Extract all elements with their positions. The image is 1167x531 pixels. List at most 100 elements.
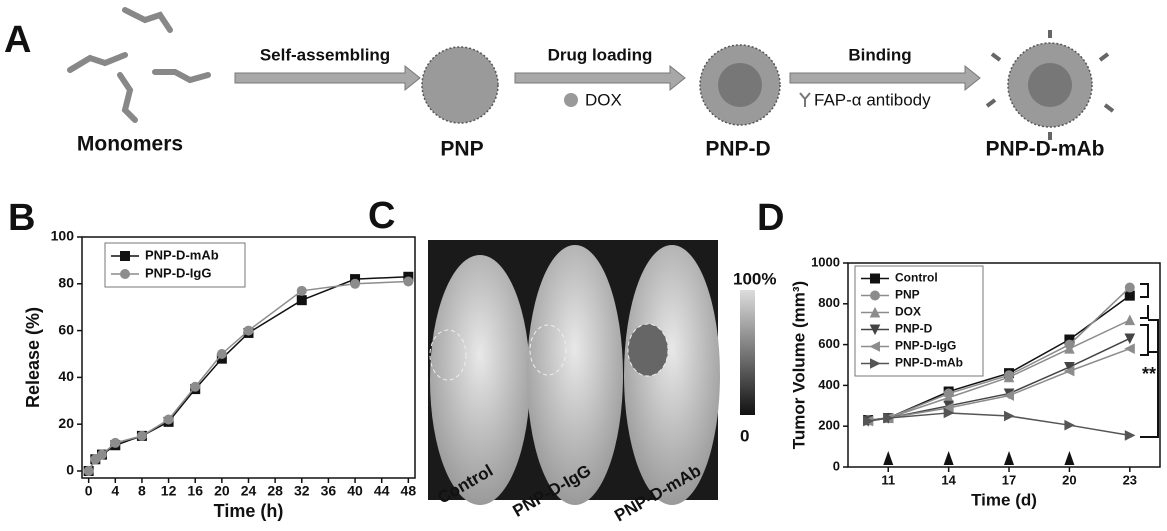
dox-icon xyxy=(564,93,578,107)
dose-marker xyxy=(1064,451,1075,465)
y-tick-label: 0 xyxy=(66,462,74,478)
pnp-icon xyxy=(421,46,499,124)
legend-box xyxy=(854,265,984,377)
marker xyxy=(120,269,130,279)
x-tick-label: 8 xyxy=(138,483,146,499)
marker xyxy=(869,306,881,318)
x-tick-label: 23 xyxy=(1123,472,1137,487)
legend-label: PNP-D xyxy=(895,322,933,336)
x-tick-label: 14 xyxy=(941,472,956,487)
mouse-image xyxy=(527,245,623,505)
panel-label: C xyxy=(368,195,395,237)
panel-label: B xyxy=(8,197,35,239)
marker xyxy=(1124,343,1135,354)
x-tick-label: 28 xyxy=(267,483,283,499)
dose-marker xyxy=(1004,451,1015,465)
marker xyxy=(1124,314,1136,326)
arrow xyxy=(234,64,421,92)
series-line xyxy=(868,412,1130,437)
marker xyxy=(869,324,881,336)
x-axis-title: Time (d) xyxy=(971,490,1037,509)
antibody-icon xyxy=(799,92,811,107)
y-tick-label: 0 xyxy=(833,458,840,473)
series-line xyxy=(88,280,409,472)
y-tick-label: 40 xyxy=(58,368,74,384)
marker xyxy=(90,454,101,465)
x-tick-label: 20 xyxy=(214,483,230,499)
pnp-d-core xyxy=(718,63,762,107)
pnp-d-mab-core xyxy=(1028,63,1072,107)
legend-label: PNP-D-mAb xyxy=(895,356,963,370)
x-tick-label: 4 xyxy=(111,483,119,499)
marker xyxy=(1003,390,1015,401)
y-tick-label: 400 xyxy=(818,377,840,392)
x-tick-label: 24 xyxy=(241,483,257,499)
marker xyxy=(870,273,880,284)
x-tick-label: 12 xyxy=(161,483,177,499)
step-label: Self-assembling xyxy=(260,45,390,64)
marker xyxy=(1124,290,1135,301)
x-tick-label: 48 xyxy=(401,483,417,499)
y-tick-label: 80 xyxy=(58,274,74,290)
y-axis-title: Tumor Volume (mm³) xyxy=(789,281,808,449)
x-axis-title: Time (h) xyxy=(214,501,284,521)
y-tick-label: 200 xyxy=(818,418,840,433)
marker xyxy=(190,381,201,392)
marker xyxy=(1064,419,1076,431)
panel-label: D xyxy=(757,197,784,239)
stage-label: PNP-D-mAb xyxy=(986,138,1105,161)
marker xyxy=(136,430,147,441)
legend-box xyxy=(104,242,246,288)
x-tick-label: 11 xyxy=(881,472,895,487)
tumor-outline xyxy=(429,329,467,381)
x-tick-label: 40 xyxy=(347,483,363,499)
y-tick-label: 600 xyxy=(818,336,840,351)
significance-bracket xyxy=(1140,283,1159,438)
marker xyxy=(1124,333,1136,345)
color-bar xyxy=(740,290,755,415)
mouse-image xyxy=(624,245,720,505)
marker xyxy=(1124,282,1135,293)
monomers-icon xyxy=(67,7,211,123)
x-tick-label: 44 xyxy=(374,483,390,499)
tumor-outline xyxy=(627,323,669,377)
marker xyxy=(1003,371,1015,383)
marker xyxy=(216,348,227,359)
x-tick-label: 36 xyxy=(321,483,337,499)
x-tick-label: 16 xyxy=(187,483,203,499)
legend-label: DOX xyxy=(895,305,921,319)
panel-label: A xyxy=(4,19,31,61)
antibody-spikes xyxy=(985,30,1115,140)
stage-label: PNP-D xyxy=(705,138,770,161)
step-note: DOX xyxy=(585,90,622,109)
dose-marker xyxy=(883,451,894,465)
marker xyxy=(163,414,174,425)
plot-frame xyxy=(847,262,1161,468)
marker xyxy=(83,465,94,476)
step-label: Drug loading xyxy=(548,45,653,64)
arrow xyxy=(514,64,686,92)
marker xyxy=(110,437,121,448)
marker xyxy=(1124,430,1136,441)
marker xyxy=(403,276,414,287)
marker xyxy=(883,412,894,424)
tumor-outline xyxy=(529,324,567,376)
marker xyxy=(870,290,880,301)
annotation: ** xyxy=(1142,364,1156,384)
marker xyxy=(296,285,307,296)
marker xyxy=(1064,362,1075,373)
legend-label: PNP-D-IgG xyxy=(895,339,956,353)
legend-label: PNP xyxy=(895,288,920,302)
marker xyxy=(1004,410,1015,422)
marker xyxy=(869,341,880,352)
marker xyxy=(96,449,107,460)
marker xyxy=(863,415,874,427)
color-bar-label: 0 xyxy=(740,426,749,445)
x-tick-label: 0 xyxy=(85,483,93,499)
y-tick-label: 60 xyxy=(58,321,74,337)
marker xyxy=(296,295,307,306)
y-tick-label: 100 xyxy=(51,228,75,244)
y-tick-label: 800 xyxy=(818,295,840,310)
